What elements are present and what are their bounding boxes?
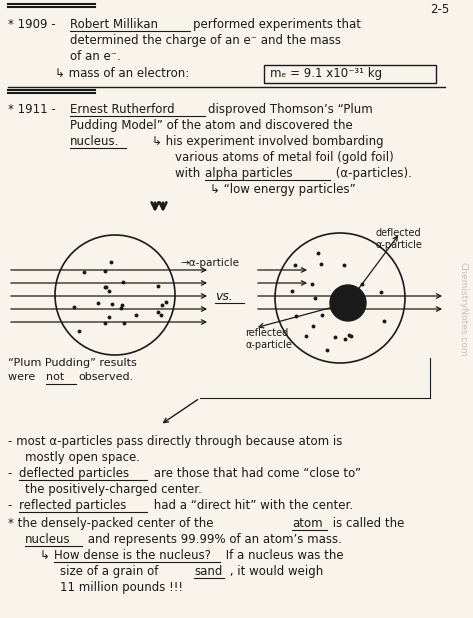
- Text: atom: atom: [292, 517, 323, 530]
- Text: of an e⁻.: of an e⁻.: [70, 50, 121, 63]
- Text: determined the charge of an e⁻ and the mass: determined the charge of an e⁻ and the m…: [70, 34, 341, 47]
- Text: ↳ his experiment involved bombarding: ↳ his experiment involved bombarding: [152, 135, 384, 148]
- Text: How dense is the nucleus?: How dense is the nucleus?: [54, 549, 211, 562]
- Text: Pudding Model” of the atom and discovered the: Pudding Model” of the atom and discovere…: [70, 119, 353, 132]
- FancyBboxPatch shape: [264, 65, 436, 83]
- Text: reflected: reflected: [245, 328, 288, 338]
- Text: * the densely-packed center of the: * the densely-packed center of the: [8, 517, 217, 530]
- Text: - most α-particles pass directly through because atom is: - most α-particles pass directly through…: [8, 435, 342, 448]
- Text: 2-5: 2-5: [430, 3, 449, 16]
- Text: α-particle: α-particle: [375, 240, 422, 250]
- Text: mostly open space.: mostly open space.: [25, 451, 140, 464]
- Circle shape: [330, 285, 366, 321]
- Text: vs.: vs.: [215, 290, 233, 303]
- Text: -: -: [8, 499, 16, 512]
- Text: is called the: is called the: [329, 517, 404, 530]
- Text: nucleus: nucleus: [25, 533, 70, 546]
- Text: -: -: [8, 467, 16, 480]
- Text: ↳: ↳: [40, 549, 53, 562]
- Text: not: not: [46, 372, 64, 382]
- Text: “Plum Pudding” results: “Plum Pudding” results: [8, 358, 137, 368]
- Text: 11 million pounds !!!: 11 million pounds !!!: [60, 581, 183, 594]
- Text: the positively-charged center.: the positively-charged center.: [25, 483, 202, 496]
- Text: nucleus.: nucleus.: [70, 135, 119, 148]
- Text: mₑ = 9.1 x10⁻³¹ kg: mₑ = 9.1 x10⁻³¹ kg: [270, 67, 382, 80]
- Text: various atoms of metal foil (gold foil): various atoms of metal foil (gold foil): [175, 151, 394, 164]
- Text: reflected particles: reflected particles: [19, 499, 126, 512]
- Text: sand: sand: [194, 565, 222, 578]
- Text: size of a grain of: size of a grain of: [60, 565, 162, 578]
- Text: α-particle: α-particle: [245, 340, 292, 350]
- Text: deflected particles: deflected particles: [19, 467, 129, 480]
- Text: (α-particles).: (α-particles).: [332, 167, 412, 180]
- Text: ↳ “low energy particles”: ↳ “low energy particles”: [210, 183, 356, 196]
- Text: had a “direct hit” with the center.: had a “direct hit” with the center.: [150, 499, 353, 512]
- Text: →α-particle: →α-particle: [180, 258, 239, 268]
- Text: * 1909 -: * 1909 -: [8, 18, 56, 31]
- Text: Robert Millikan: Robert Millikan: [70, 18, 158, 31]
- Text: , it would weigh: , it would weigh: [226, 565, 323, 578]
- Text: performed experiments that: performed experiments that: [193, 18, 361, 31]
- Text: * 1911 -: * 1911 -: [8, 103, 56, 116]
- Text: were: were: [8, 372, 39, 382]
- Text: alpha particles: alpha particles: [205, 167, 293, 180]
- Text: ChemistryNotes.com: ChemistryNotes.com: [458, 261, 467, 357]
- Text: deflected: deflected: [375, 228, 420, 238]
- Text: observed.: observed.: [78, 372, 133, 382]
- Text: ↳ mass of an electron:: ↳ mass of an electron:: [55, 67, 189, 80]
- Text: disproved Thomson’s “Plum: disproved Thomson’s “Plum: [208, 103, 373, 116]
- Text: and represents 99.99% of an atom’s mass.: and represents 99.99% of an atom’s mass.: [84, 533, 342, 546]
- Text: with: with: [175, 167, 204, 180]
- Text: If a nucleus was the: If a nucleus was the: [222, 549, 343, 562]
- Text: Ernest Rutherford: Ernest Rutherford: [70, 103, 175, 116]
- Text: are those that had come “close to”: are those that had come “close to”: [150, 467, 361, 480]
